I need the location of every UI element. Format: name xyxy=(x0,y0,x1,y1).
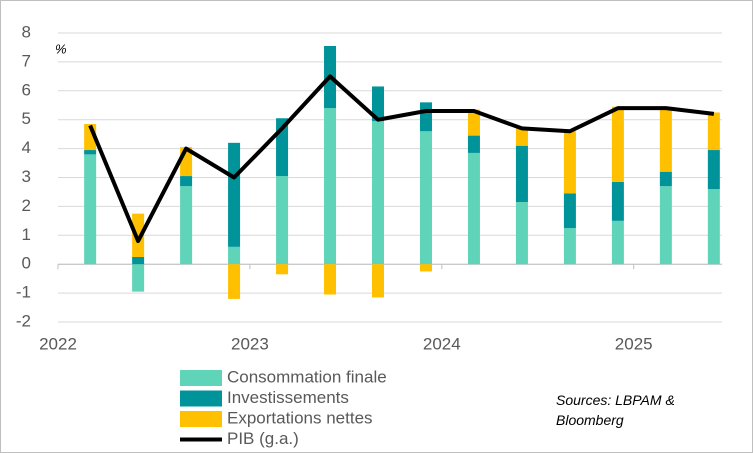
y-tick-label: 4 xyxy=(22,138,31,157)
bar xyxy=(276,264,289,275)
bar xyxy=(132,256,145,265)
bar xyxy=(563,131,576,194)
legend-label: PIB (g.a.) xyxy=(227,429,299,448)
bar xyxy=(515,202,528,265)
bar xyxy=(84,154,97,265)
bar xyxy=(132,264,145,292)
bar xyxy=(707,112,720,151)
bar xyxy=(84,150,97,155)
bar xyxy=(467,152,480,265)
bar xyxy=(372,86,385,122)
y-tick-label: -1 xyxy=(16,283,31,302)
bar xyxy=(563,193,576,229)
line xyxy=(88,74,715,244)
y-tick-label: 2 xyxy=(22,196,31,215)
bar xyxy=(180,176,193,187)
bar xyxy=(372,121,385,265)
bar xyxy=(611,181,624,221)
y-tick-label: -2 xyxy=(16,311,31,330)
x-tick-label: 2025 xyxy=(615,334,653,353)
bar xyxy=(132,213,145,257)
y-tick-label: 0 xyxy=(22,254,31,273)
legend-swatch xyxy=(180,390,222,407)
bar xyxy=(467,109,480,136)
bar xyxy=(228,264,241,299)
bar xyxy=(228,246,241,265)
bar xyxy=(276,176,289,265)
legend-label: Exportations nettes xyxy=(227,408,373,427)
y-tick-label: 1 xyxy=(22,225,31,244)
bar xyxy=(515,128,528,146)
unit-annotation: % xyxy=(55,41,67,56)
bar xyxy=(707,150,720,190)
bar xyxy=(659,186,672,265)
legend-swatch xyxy=(180,370,222,386)
y-tick-label: 6 xyxy=(22,80,31,99)
y-tick-label: 5 xyxy=(22,109,31,128)
bar xyxy=(419,131,432,265)
bar xyxy=(611,106,624,182)
bar xyxy=(707,189,720,265)
bar xyxy=(563,228,576,265)
bar xyxy=(180,186,193,265)
bar xyxy=(228,142,241,247)
x-tick-label: 2024 xyxy=(423,334,461,353)
bar xyxy=(324,264,337,295)
bar xyxy=(324,108,337,265)
bar xyxy=(419,102,432,132)
bar xyxy=(419,264,432,272)
bar xyxy=(659,171,672,187)
bar xyxy=(467,135,480,153)
bar xyxy=(515,145,528,203)
bar xyxy=(611,220,624,265)
source-note: Sources: LBPAM & Bloomberg xyxy=(556,392,675,428)
bar xyxy=(372,264,385,298)
legend-swatch xyxy=(180,411,222,427)
y-tick-label: 3 xyxy=(22,167,31,186)
x-tick-label: 2023 xyxy=(231,334,269,353)
bar xyxy=(659,108,672,172)
legend-label: Investissements xyxy=(227,388,349,407)
x-tick-label: 2022 xyxy=(39,334,77,353)
y-tick-label: 8 xyxy=(22,22,31,41)
legend-label: Consommation finale xyxy=(227,367,387,386)
y-tick-label: 7 xyxy=(22,51,31,70)
